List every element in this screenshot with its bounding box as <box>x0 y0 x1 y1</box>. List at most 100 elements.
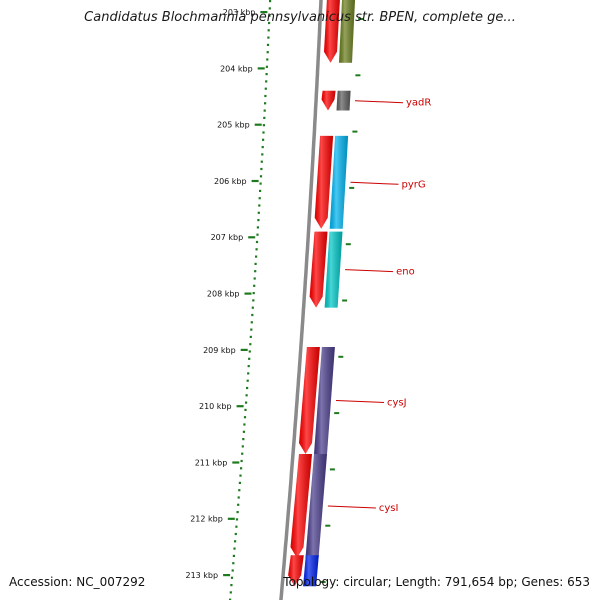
ruler-dot <box>255 240 259 244</box>
gene-label-pyrg: pyrG <box>350 179 426 190</box>
orf-arrow[interactable] <box>324 0 341 63</box>
gene-block[interactable] <box>303 555 319 587</box>
ruler-dot <box>266 58 269 61</box>
minor-tick <box>338 355 344 358</box>
ruler-dot <box>259 182 262 185</box>
minor-tick <box>325 524 331 527</box>
tick-label: 205 kbp <box>217 121 250 130</box>
topology-text: Topology: circular; Length: 791,654 bp; … <box>283 575 590 589</box>
ruler-dot <box>248 350 251 353</box>
minor-tick <box>358 18 364 20</box>
ruler-dot <box>257 219 260 222</box>
ruler-dot <box>255 248 258 251</box>
minor-tick <box>342 299 348 302</box>
gene-block-cysi[interactable] <box>305 454 328 559</box>
ruler-dot <box>238 481 241 484</box>
gene-label-yadr: yadR <box>354 98 431 109</box>
ruler-dot <box>265 65 268 68</box>
ruler-dot <box>245 394 248 397</box>
gene-block[interactable] <box>339 0 356 63</box>
orf-arrow[interactable] <box>309 231 328 308</box>
tick-label: 204 kbp <box>220 64 253 73</box>
ruler-dot <box>246 386 249 390</box>
orf-arrow[interactable] <box>299 347 320 454</box>
ruler-dot <box>254 262 257 265</box>
ruler-dot <box>230 576 234 579</box>
ruler-dot <box>265 80 268 83</box>
orf-arrow[interactable] <box>314 135 334 229</box>
svg-text:cysI: cysI <box>379 503 399 514</box>
gene-block-cysj[interactable] <box>314 347 335 454</box>
ruler-tick <box>223 574 231 577</box>
ruler-dot <box>251 313 254 317</box>
ruler-dot <box>247 372 250 375</box>
ruler-dot <box>236 511 239 514</box>
ruler-dot <box>234 540 237 543</box>
ruler-dot <box>232 554 235 557</box>
ruler-dot <box>234 532 237 536</box>
ruler-dot <box>250 328 253 331</box>
tick-label: 208 kbp <box>207 290 240 299</box>
gene-label-cysi: cysI <box>327 503 399 514</box>
ruler-dot <box>240 459 243 463</box>
tick-label: 211 kbp <box>195 458 228 467</box>
ruler-dot <box>256 226 259 229</box>
minor-tick <box>355 74 361 77</box>
svg-text:eno: eno <box>396 267 415 278</box>
orf-arrow[interactable] <box>290 454 313 559</box>
minor-tick <box>334 412 340 415</box>
ruler-dot <box>258 204 261 207</box>
minor-tick <box>329 468 335 471</box>
genome-backbone <box>279 0 323 600</box>
ruler-dot <box>268 7 271 10</box>
ruler-dot <box>243 416 247 419</box>
ruler-dot <box>246 379 249 382</box>
orf-arrow[interactable] <box>321 90 336 111</box>
ruler-tick <box>236 405 244 408</box>
ruler-tick <box>227 517 235 520</box>
ruler-dot <box>238 489 241 492</box>
ruler-dot <box>241 452 244 455</box>
gene-track <box>303 0 356 587</box>
orf-track <box>288 0 341 587</box>
ruler-dot <box>263 116 266 119</box>
ruler-dot <box>253 277 256 280</box>
gene-block-pyrg[interactable] <box>329 135 349 229</box>
ruler-dot <box>251 306 254 309</box>
ruler-dot <box>249 335 252 338</box>
tick-label: 203 kbp <box>223 8 256 17</box>
backbone-line <box>279 0 323 600</box>
ruler-tick <box>244 292 252 295</box>
ruler-dot <box>232 562 235 565</box>
ruler-dot <box>243 423 246 426</box>
ruler-dotted-line <box>229 0 272 600</box>
ruler-dot <box>242 430 245 433</box>
ruler-dot <box>268 21 271 25</box>
ruler-dot <box>268 14 271 17</box>
ruler-dot <box>262 138 265 141</box>
ruler-dot <box>239 474 242 477</box>
ruler-dot <box>264 87 267 90</box>
map-title: Candidatus Blochmannia pennsylvanicus st… <box>84 10 516 25</box>
ruler-dot <box>247 365 250 368</box>
ruler-dot <box>230 584 233 587</box>
ruler-dot <box>235 525 238 528</box>
ruler-dot <box>259 175 263 178</box>
ruler-dot <box>267 29 270 32</box>
svg-text:pyrG: pyrG <box>402 179 426 190</box>
ruler-dot <box>235 518 239 521</box>
ruler-dot <box>252 292 255 295</box>
ruler-tick <box>254 123 262 126</box>
gene-block-yadr[interactable] <box>336 90 351 111</box>
tick-label: 207 kbp <box>211 233 244 242</box>
gene-block-eno[interactable] <box>324 231 343 308</box>
ruler-dot <box>267 36 270 39</box>
ruler-dot <box>241 445 244 448</box>
ruler-dot <box>237 503 240 506</box>
ruler-dot <box>231 569 234 572</box>
orf-arrow[interactable] <box>288 555 304 587</box>
gene-label-eno: eno <box>345 267 415 278</box>
minor-tick <box>349 186 355 189</box>
